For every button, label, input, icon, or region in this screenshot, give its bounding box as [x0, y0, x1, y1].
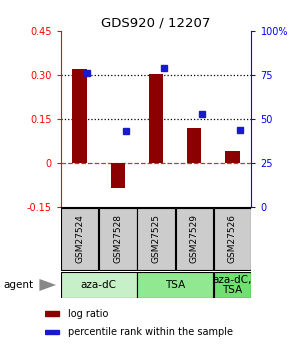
Bar [187, 128, 201, 163]
Bar [214, 208, 251, 270]
Text: aza-dC: aza-dC [81, 280, 117, 290]
Text: aza-dC,
TSA: aza-dC, TSA [213, 275, 252, 295]
Bar [149, 73, 163, 163]
Text: GSM27528: GSM27528 [113, 214, 122, 264]
Bar [61, 272, 137, 298]
Text: percentile rank within the sample: percentile rank within the sample [68, 327, 233, 337]
Bar [61, 208, 98, 270]
Bar [137, 208, 175, 270]
Text: GSM27524: GSM27524 [75, 215, 84, 263]
Text: GSM27526: GSM27526 [228, 214, 237, 264]
Bar [111, 163, 125, 188]
Bar [45, 330, 59, 334]
Text: GSM27529: GSM27529 [190, 214, 199, 264]
Bar [45, 312, 59, 316]
Bar [175, 208, 213, 270]
Bar [99, 208, 137, 270]
Bar [214, 272, 251, 298]
Text: GSM27525: GSM27525 [152, 214, 161, 264]
Text: TSA: TSA [165, 280, 185, 290]
Text: log ratio: log ratio [68, 309, 108, 319]
Bar [72, 69, 87, 163]
Bar [137, 272, 213, 298]
Text: agent: agent [3, 280, 33, 290]
Title: GDS920 / 12207: GDS920 / 12207 [102, 17, 211, 30]
Polygon shape [39, 279, 56, 291]
Bar [225, 151, 240, 163]
